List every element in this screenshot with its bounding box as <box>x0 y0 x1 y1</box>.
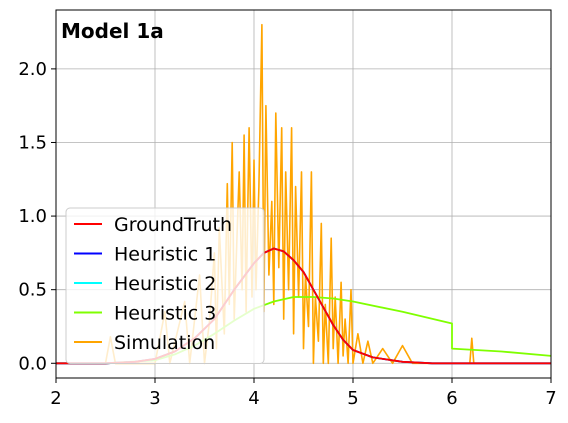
axis-ticks: 2 3 4 5 6 7 0.0 0.5 1.0 1.5 2.0 <box>18 59 556 409</box>
x-tick-label: 7 <box>545 388 556 409</box>
y-tick-label: 0.5 <box>18 280 47 301</box>
legend-box <box>65 207 265 364</box>
legend-label: Heuristic 1 <box>114 244 216 266</box>
y-tick-label: 1.5 <box>18 132 47 153</box>
legend-label: Heuristic 2 <box>114 273 216 295</box>
legend-label: Simulation <box>114 332 215 354</box>
legend-label: GroundTruth <box>114 214 232 236</box>
x-tick-label: 6 <box>446 388 457 409</box>
y-tick-label: 1.0 <box>18 206 47 227</box>
plot-frame <box>55 9 552 379</box>
x-tick-label: 4 <box>248 388 259 409</box>
x-tick-label: 5 <box>347 388 358 409</box>
x-tick-label: 2 <box>50 388 61 409</box>
legend-label: Heuristic 3 <box>114 303 216 325</box>
chart-title: Model 1a <box>61 19 164 43</box>
y-tick-label: 2.0 <box>18 59 47 80</box>
y-tick-label: 0.0 <box>18 353 47 374</box>
legend: GroundTruth Heuristic 1 Heuristic 2 Heurist… <box>65 207 265 364</box>
x-tick-label: 3 <box>149 388 160 409</box>
